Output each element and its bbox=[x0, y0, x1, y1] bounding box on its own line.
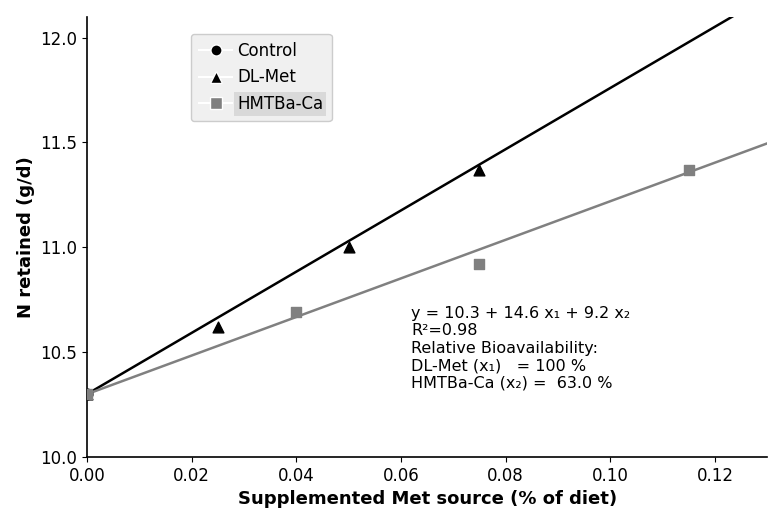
Text: y = 10.3 + 14.6 x₁ + 9.2 x₂
R²=0.98
Relative Bioavailability:
DL-Met (x₁)   = 10: y = 10.3 + 14.6 x₁ + 9.2 x₂ R²=0.98 Rela… bbox=[412, 306, 630, 391]
Point bbox=[474, 260, 486, 268]
Point bbox=[81, 390, 93, 398]
Point bbox=[212, 323, 224, 331]
X-axis label: Supplemented Met source (% of diet): Supplemented Met source (% of diet) bbox=[238, 490, 617, 508]
Point bbox=[290, 308, 303, 317]
Point bbox=[343, 243, 355, 251]
Y-axis label: N retained (g/d): N retained (g/d) bbox=[16, 156, 34, 318]
Point bbox=[81, 390, 93, 398]
Legend: Control, DL-Met, HMTBa-Ca: Control, DL-Met, HMTBa-Ca bbox=[191, 34, 332, 121]
Point bbox=[81, 390, 93, 398]
Point bbox=[474, 165, 486, 174]
Point bbox=[683, 165, 695, 174]
